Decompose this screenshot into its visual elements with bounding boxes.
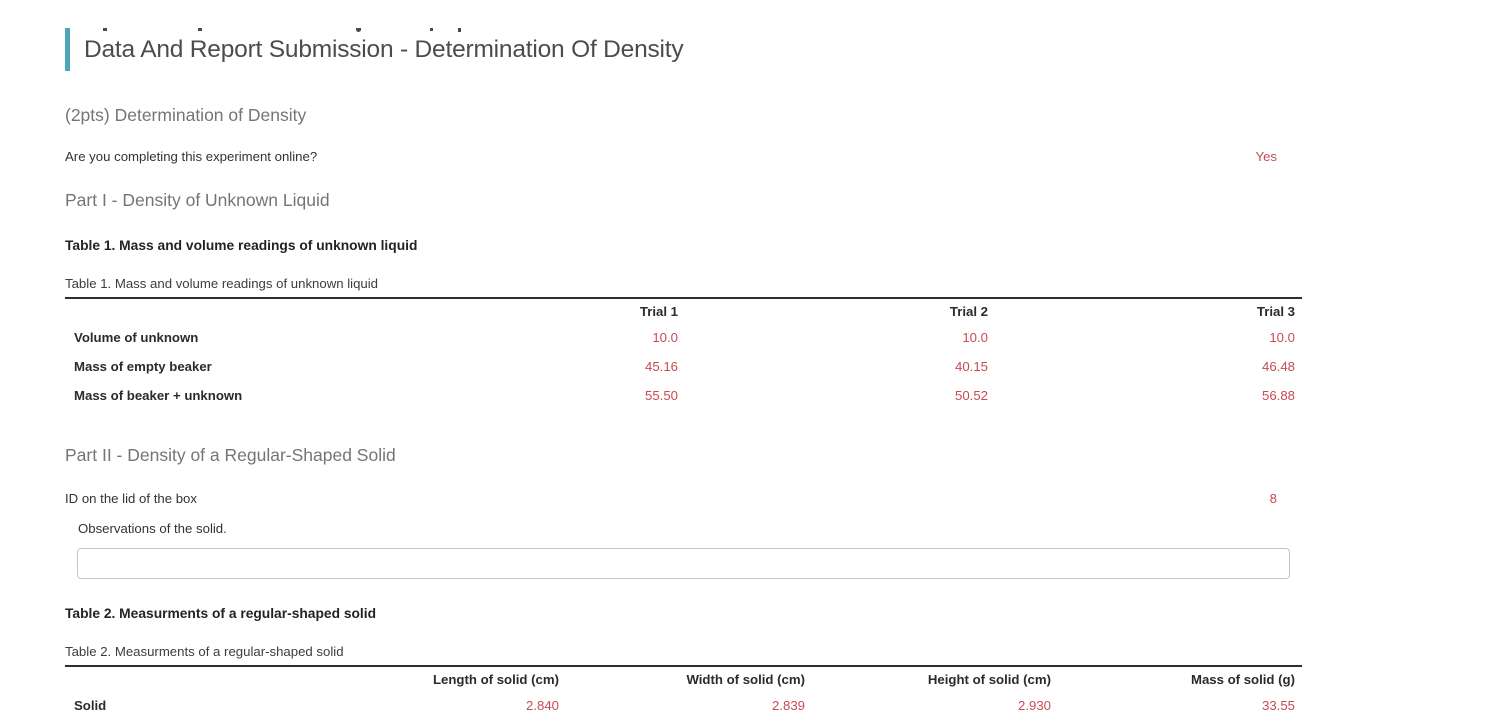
column-header: Width of solid (cm)	[686, 672, 805, 687]
cell-value: 56.88	[1261, 388, 1295, 403]
points-heading: (2pts) Determination of Density	[65, 105, 307, 125]
row-label: Mass of beaker + unknown	[74, 388, 243, 403]
table1-caption: Table 1. Mass and volume readings of unk…	[65, 276, 379, 291]
report-page: Data And Report Submission - Determinati…	[65, 28, 1302, 719]
cell-value: 45.16	[644, 359, 678, 374]
part1-heading: Part I - Density of Unknown Liquid	[65, 190, 330, 210]
page-title: Data And Report Submission - Determinati…	[84, 36, 684, 63]
observations-label: Observations of the solid.	[78, 521, 227, 536]
table1: Trial 1 Trial 2 Trial 3 Volume of unknown 10…	[65, 297, 1302, 409]
cell-value: 2.839	[771, 698, 805, 713]
column-header	[65, 298, 368, 322]
cell-value: 10.0	[1269, 330, 1295, 345]
observations-input[interactable]	[77, 548, 1290, 579]
question-box-id-answer: 8	[1269, 491, 1277, 506]
table-row: Solid 2.840 2.839 2.930 33.55	[65, 690, 1302, 719]
cell-value: 2.930	[1017, 698, 1051, 713]
cell-value: 10.0	[652, 330, 678, 345]
table1-caption-bold: Table 1. Mass and volume readings of unk…	[65, 238, 418, 253]
cell-value: 2.840	[525, 698, 559, 713]
cell-value: 10.0	[962, 330, 988, 345]
question-box-id: ID on the lid of the box 8	[65, 491, 1302, 506]
column-header: Length of solid (cm)	[432, 672, 559, 687]
accent-bar	[65, 28, 70, 71]
question-online-answer: Yes	[1255, 149, 1277, 164]
table-row: Volume of unknown 10.0 10.0 10.0	[65, 322, 1302, 351]
cell-value: 50.52	[954, 388, 988, 403]
row-label: Mass of empty beaker	[74, 359, 212, 374]
question-online: Are you completing this experiment onlin…	[65, 149, 1302, 164]
column-header: Trial 2	[949, 304, 988, 319]
page-header: Data And Report Submission - Determinati…	[65, 28, 1302, 71]
question-box-id-label: ID on the lid of the box	[65, 491, 197, 506]
table2-caption-bold: Table 2. Measurments of a regular-shaped…	[65, 606, 377, 621]
column-header: Trial 1	[639, 304, 678, 319]
header-row: Length of solid (cm) Width of solid (cm) H…	[65, 666, 1302, 690]
part2-heading: Part II - Density of a Regular-Shaped So…	[65, 445, 396, 465]
table-row: Mass of beaker + unknown 55.50 50.52 56.88	[65, 380, 1302, 409]
column-header	[65, 666, 313, 690]
column-header: Trial 3	[1256, 304, 1295, 319]
question-online-label: Are you completing this experiment onlin…	[65, 149, 318, 164]
column-header: Height of solid (cm)	[927, 672, 1051, 687]
cell-value: 40.15	[954, 359, 988, 374]
clipped-header-text-fragments	[0, 28, 1498, 34]
table2-caption: Table 2. Measurments of a regular-shaped…	[65, 644, 344, 659]
column-header: Mass of solid (g)	[1190, 672, 1295, 687]
row-label: Solid	[74, 698, 107, 713]
header-row: Trial 1 Trial 2 Trial 3	[65, 298, 1302, 322]
table-row: Mass of empty beaker 45.16 40.15 46.48	[65, 351, 1302, 380]
cell-value: 55.50	[644, 388, 678, 403]
table2: Length of solid (cm) Width of solid (cm) H…	[65, 665, 1302, 719]
cell-value: 33.55	[1261, 698, 1295, 713]
row-label: Volume of unknown	[74, 330, 199, 345]
cell-value: 46.48	[1261, 359, 1295, 374]
